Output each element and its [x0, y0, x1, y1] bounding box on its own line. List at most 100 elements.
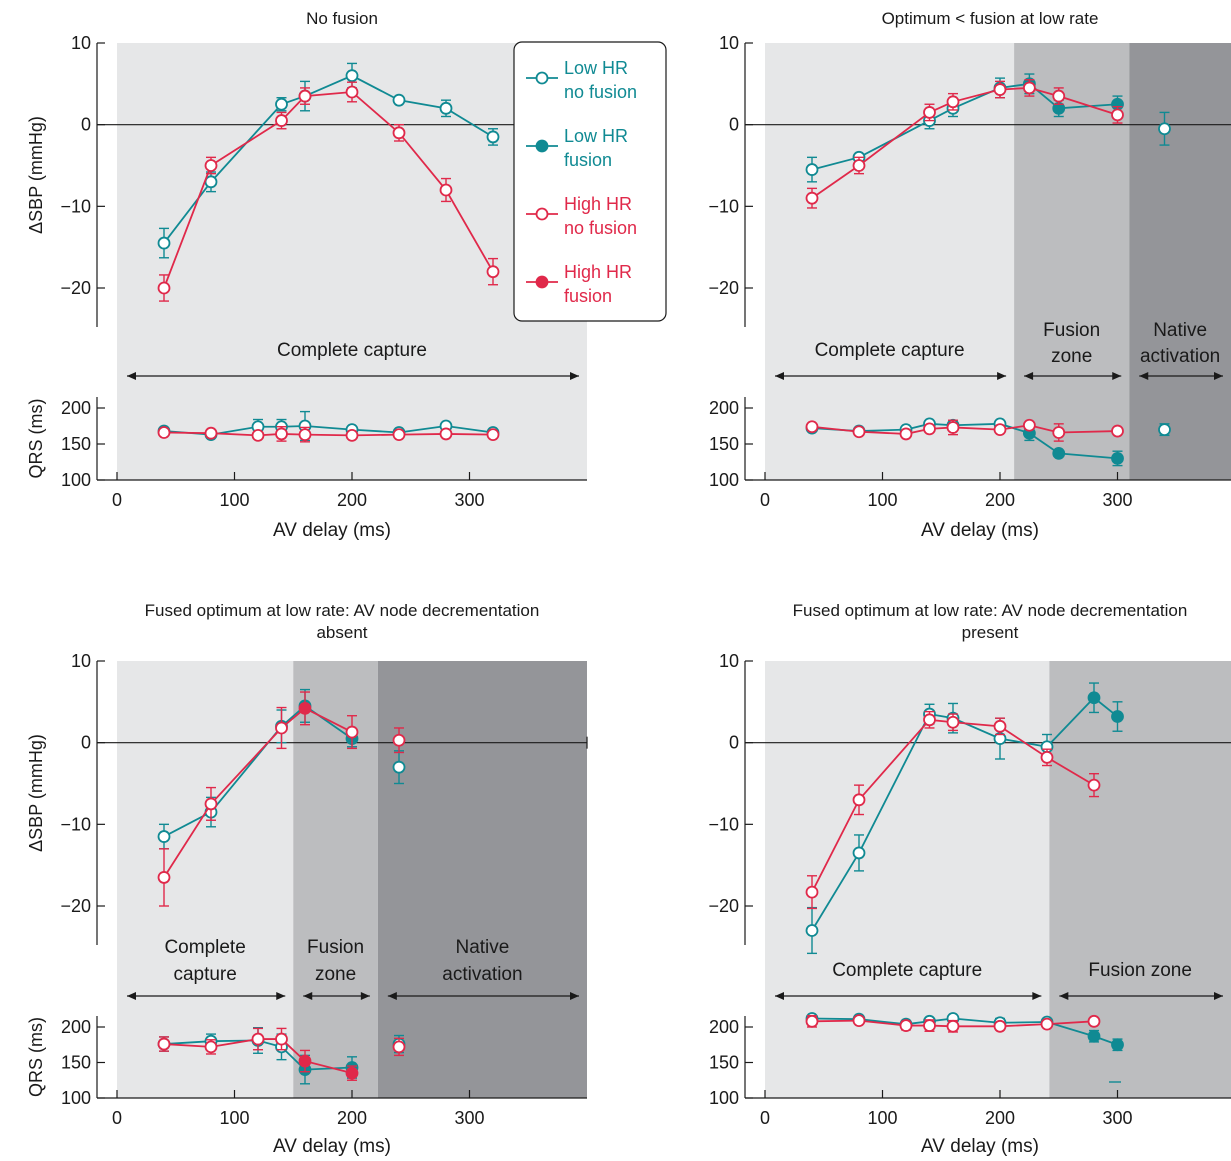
- sbp-point: [946, 95, 960, 109]
- qrs-point: [298, 1054, 312, 1068]
- sbp-point: [852, 159, 866, 172]
- sbp-series-line: [163, 91, 494, 289]
- panel-2: Complete capture Fusion zone Native activati…: [708, 9, 1231, 541]
- sbp-series: [392, 750, 406, 785]
- sbp-point: [298, 89, 312, 103]
- panel-title: Fused optimum at low rate: AV node decre…: [793, 601, 1188, 642]
- y-tick-label: 100: [709, 470, 739, 490]
- y-tick-label: −20: [708, 278, 739, 298]
- x-tick-label: 0: [112, 490, 122, 510]
- zone-label-line: activation: [1140, 346, 1220, 367]
- sbp-point: [345, 69, 359, 83]
- qrs-point: [439, 427, 453, 441]
- sbp-series: [392, 727, 406, 754]
- qrs-point: [1087, 1029, 1101, 1043]
- zone-arrow-head: [276, 992, 286, 1000]
- y-tick-label: −10: [60, 196, 91, 216]
- y-tick-label: −10: [708, 814, 739, 834]
- zone-arrow-head: [127, 992, 136, 1000]
- sbp-point: [805, 885, 819, 899]
- x-tick-label: 100: [219, 490, 249, 510]
- zone-label-line: Fusion: [307, 937, 364, 958]
- y-tick-label: 150: [61, 1053, 91, 1073]
- sbp-point: [204, 159, 218, 172]
- zone-label-line: activation: [442, 964, 522, 985]
- sbp-point: [157, 830, 171, 843]
- sbp-point: [298, 701, 312, 715]
- sbp-point: [275, 721, 288, 735]
- legend-swatch-marker: [535, 71, 549, 85]
- x-tick-label: 0: [760, 1108, 770, 1128]
- sbp-point: [1158, 122, 1171, 136]
- sbp-point: [1052, 89, 1066, 103]
- legend: Low HR no fusion Low HR fusion High HR no fus…: [513, 41, 667, 322]
- qrs-point: [251, 428, 265, 442]
- sbp-series-line: [811, 696, 1119, 931]
- panel-title-line: Fused optimum at low rate: AV node decre…: [793, 601, 1188, 620]
- zone-arrow-head: [775, 992, 784, 1000]
- y-tick-label: 0: [729, 115, 739, 135]
- zone-label: Fusion zone: [1043, 320, 1100, 367]
- legend-label-line: Low HR: [564, 126, 628, 146]
- qrs-point: [1158, 423, 1171, 437]
- y-tick-label: −20: [60, 896, 91, 916]
- y-tick-label: 100: [61, 1088, 91, 1108]
- qrs-series-line: [163, 1039, 353, 1071]
- x-tick-label: 300: [454, 490, 484, 510]
- y-tick-label: 200: [709, 1017, 739, 1037]
- y-tick-label: −20: [60, 278, 91, 298]
- sbp-point: [923, 106, 936, 119]
- sbp-point: [392, 93, 406, 107]
- zone-arrow-head: [360, 992, 370, 1000]
- y-tick-label: 200: [61, 398, 91, 418]
- zone-shade: [377, 661, 587, 1098]
- sbp-point: [275, 114, 288, 127]
- x-tick-label: 100: [867, 490, 897, 510]
- legend-label-line: fusion: [564, 286, 612, 306]
- sbp-series: [805, 79, 1124, 209]
- zone-label-line: zone: [1051, 346, 1092, 367]
- sbp-point: [486, 130, 500, 144]
- legend-label: Low HR no fusion: [564, 58, 637, 102]
- x-tick-label: 300: [1102, 1108, 1132, 1128]
- qrs-series: [392, 1037, 406, 1057]
- sbp-point: [1022, 81, 1036, 95]
- legend-label-line: High HR: [564, 262, 632, 282]
- zone-label-line: Fusion: [1043, 320, 1100, 341]
- sbp-point: [946, 715, 960, 729]
- sbp-point: [852, 793, 866, 807]
- sbp-point: [157, 871, 171, 884]
- qrs-point: [899, 427, 913, 441]
- qrs-point: [1087, 1014, 1101, 1028]
- y-tick-label: 10: [71, 651, 91, 671]
- sbp-series: [157, 81, 500, 302]
- x-tick-label: 0: [760, 490, 770, 510]
- panel-title: Fused optimum at low rate: AV node decre…: [145, 601, 540, 642]
- qrs-point: [852, 425, 866, 439]
- qrs-series: [1158, 423, 1171, 437]
- qrs-point: [1111, 451, 1124, 465]
- x-tick-label: 100: [219, 1108, 249, 1128]
- zone-arrow-head: [127, 372, 136, 380]
- qrs-series-line: [811, 1019, 1095, 1028]
- zone-arrow-head: [1214, 992, 1223, 1000]
- legend-label-line: High HR: [564, 194, 632, 214]
- qrs-series: [157, 1027, 359, 1081]
- y-tick-label: 150: [709, 1053, 739, 1073]
- sbp-series: [1158, 111, 1171, 146]
- sbp-point: [805, 924, 819, 937]
- qrs-point: [392, 1040, 406, 1054]
- y-tick-label: 150: [709, 434, 739, 454]
- sbp-point: [439, 183, 453, 197]
- y-tick-label: 200: [709, 398, 739, 418]
- legend-label-line: no fusion: [564, 82, 637, 102]
- zone-shade: [765, 43, 1015, 480]
- zone-label: Native activation: [442, 937, 522, 985]
- panel-title-line: absent: [316, 623, 367, 642]
- qrs-series: [805, 1014, 1101, 1033]
- panel-title: Optimum < fusion at low rate: [882, 9, 1099, 28]
- qrs-point: [157, 1037, 171, 1051]
- sbp-point: [993, 719, 1007, 733]
- qrs-series: [157, 426, 500, 443]
- x-axis-label: AV delay (ms): [921, 520, 1039, 541]
